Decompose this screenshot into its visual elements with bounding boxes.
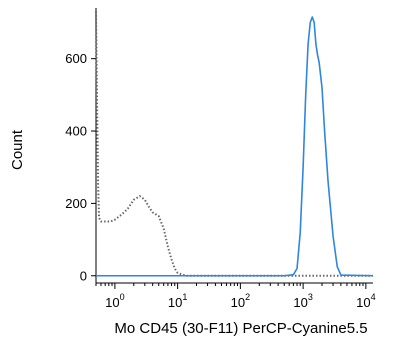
x-tick-base: 10	[293, 295, 307, 310]
x-tick-base: 10	[105, 295, 119, 310]
y-tick-label: 600	[65, 51, 87, 66]
x-tick-label: 100	[105, 292, 124, 310]
stained-histogram-line	[96, 16, 374, 277]
x-tick-base: 10	[231, 295, 245, 310]
y-tick-label: 200	[65, 196, 87, 211]
x-tick-label: 102	[231, 292, 250, 310]
control-histogram-line	[95, 11, 373, 277]
series-layer	[95, 11, 374, 277]
plot-frame	[95, 8, 373, 284]
x-tick-exponent: 4	[371, 292, 376, 302]
x-tick-label: 104	[356, 292, 375, 310]
y-axis-title: Count	[9, 129, 26, 170]
x-axis: 100 101 102 103 104	[95, 283, 376, 310]
x-tick-label: 103	[293, 292, 312, 310]
x-tick-base: 10	[168, 295, 182, 310]
y-tick-label: 0	[80, 268, 87, 283]
x-tick-exponent: 2	[245, 292, 250, 302]
x-tick-exponent: 0	[120, 292, 125, 302]
x-tick-exponent: 3	[308, 292, 313, 302]
x-axis-title: Mo CD45 (30-F11) PerCP-Cyanine5.5	[114, 320, 367, 337]
y-tick-label: 400	[65, 124, 87, 139]
x-tick-exponent: 1	[182, 292, 187, 302]
x-tick-base: 10	[356, 295, 370, 310]
y-axis: 0 200 400 600	[65, 51, 96, 283]
x-tick-label: 101	[168, 292, 187, 310]
